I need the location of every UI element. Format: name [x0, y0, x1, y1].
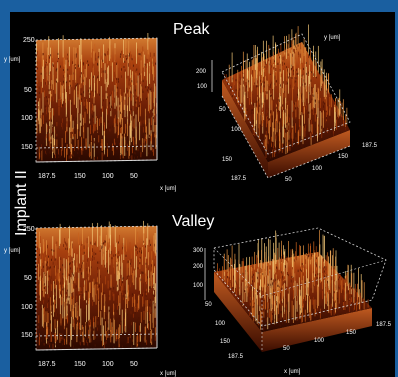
peak-right-y-tick-1: 100: [312, 166, 323, 172]
peak-right-side: [222, 80, 268, 178]
implant-side-label: Implant II: [13, 170, 30, 236]
valley-left-x-tick-2: 100: [102, 361, 114, 368]
peak-right-side-2: [268, 130, 350, 178]
peak-right-y-label: y [um]: [324, 35, 341, 41]
peak-left-y-tick-2: 100: [21, 115, 33, 122]
peak-right-x-tick-0: 187.5: [231, 176, 247, 182]
valley-left-frame: [35, 225, 158, 351]
peak-right-y-tick-0: 50: [285, 177, 292, 183]
valley-right-z-tick-2: 100: [193, 283, 204, 289]
valley-right-y-tick-0: 50: [283, 346, 290, 352]
peak-left-spikes: [35, 33, 158, 162]
valley-right-x-tick-3: 50: [205, 302, 212, 308]
valley-right-x-tick-2: 100: [215, 321, 226, 327]
valley-left-spikes: [35, 220, 158, 349]
peak-left-x-tick-2: 100: [102, 173, 114, 180]
peak-right-x-tick-1: 150: [222, 157, 233, 163]
valley-left-y-tick-2: 100: [21, 304, 33, 311]
valley-title: Valley: [172, 213, 214, 230]
valley-right-side-2: [262, 308, 372, 352]
peak-right-y-tick-3: 187.5: [362, 143, 378, 149]
valley-right-x-tick-0: 187.5: [228, 354, 244, 360]
peak-left-y-tick-1: 50: [24, 87, 32, 94]
valley-right-y-tick-2: 150: [346, 330, 357, 336]
valley-right-y-tick-1: 100: [314, 338, 325, 344]
peak-title: Peak: [173, 21, 210, 38]
valley-right-x-tick-1: 150: [220, 339, 231, 345]
peak-right-spikes: [224, 24, 348, 159]
valley-left-y-tick-3: 150: [21, 332, 33, 339]
valley-left-y-label: y [um]: [4, 248, 21, 254]
valley-left-x-tick-1: 150: [74, 361, 86, 368]
valley-left-y-tick-1: 50: [24, 275, 32, 282]
peak-right-z-tick-0: 200: [196, 69, 207, 75]
valley-left-x-label: x [um]: [160, 371, 177, 377]
peak-left-x-tick-0: 187.5: [38, 173, 56, 180]
valley-right-y-tick-3: 187.5: [376, 322, 392, 328]
peak-left-plot: 250 y [um] 50 100 150 187.5 150 100 50 x…: [4, 33, 177, 192]
peak-left-y-tick-3: 150: [21, 144, 33, 151]
valley-left-plot: 250 y [um] 50 100 150 187.5 150 100 50 x…: [4, 220, 177, 377]
valley-left-x-tick-3: 50: [130, 361, 138, 368]
valley-right-z-tick-1: 200: [193, 264, 204, 270]
peak-left-x-tick-1: 150: [74, 173, 86, 180]
peak-right-z-tick-1: 100: [197, 84, 208, 90]
valley-right-spikes: [215, 230, 369, 331]
valley-right-plot: 300 200 100 187.5 150 100 50 50 100 150 …: [193, 227, 392, 375]
valley-left-x-tick-0: 187.5: [38, 361, 56, 368]
peak-left-y-label: y [um]: [4, 57, 21, 63]
peak-right-x-tick-2: 100: [231, 127, 242, 133]
peak-left-x-tick-3: 50: [130, 173, 138, 180]
peak-right-x-tick-3: 50: [219, 107, 226, 113]
peak-left-x-label: x [um]: [160, 186, 177, 192]
peak-left-y-tick-0: 250: [23, 37, 35, 44]
valley-left-y-tick-0: 250: [23, 226, 35, 233]
peak-right-frame: [221, 33, 351, 155]
valley-right-z-tick-0: 300: [193, 248, 204, 254]
valley-right-x-label: x [um]: [284, 369, 301, 375]
peak-right-y-tick-2: 150: [338, 154, 349, 160]
peak-right-plot: 200 100 y [um] 187.5 150 100 50 50 100 1…: [196, 24, 378, 183]
valley-right-frame: [213, 227, 387, 327]
valley-right-side: [214, 272, 262, 352]
peak-left-frame: [35, 37, 158, 163]
